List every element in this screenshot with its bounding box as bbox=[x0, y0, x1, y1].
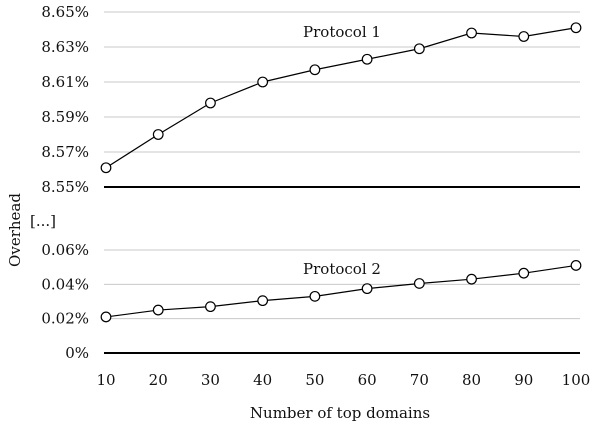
x-tick-label: 40 bbox=[253, 371, 272, 389]
x-tick-label: 60 bbox=[358, 371, 377, 389]
series-annotations: Protocol 1 Protocol 2 bbox=[303, 23, 381, 278]
data-point bbox=[152, 304, 164, 316]
y-tick-label: 8.59% bbox=[41, 108, 89, 126]
data-point bbox=[309, 290, 321, 302]
series-lines bbox=[100, 22, 582, 323]
y-tick-label: 8.55% bbox=[41, 178, 89, 196]
x-tick-label: 10 bbox=[96, 371, 115, 389]
data-point bbox=[466, 273, 477, 285]
data-point bbox=[570, 22, 582, 34]
data-point bbox=[205, 301, 216, 313]
data-point bbox=[152, 129, 164, 140]
data-point bbox=[413, 43, 425, 55]
series-line-protocol-1 bbox=[105, 27, 577, 169]
data-point bbox=[257, 76, 269, 88]
x-tick-label: 50 bbox=[305, 371, 324, 389]
x-tick-label: 70 bbox=[410, 371, 429, 389]
tick-labels: 8.55% 8.57% 8.59% 8.61% 8.63% 8.65% 0% 0.02% 0.0… bbox=[41, 3, 590, 389]
y-tick-label: 0.04% bbox=[41, 275, 89, 293]
data-point bbox=[100, 311, 112, 323]
data-point bbox=[518, 31, 530, 42]
data-point bbox=[518, 267, 530, 279]
x-tick-label: 90 bbox=[514, 371, 533, 389]
axis-break-label: [...] bbox=[30, 212, 56, 230]
data-point bbox=[309, 64, 321, 76]
data-point bbox=[361, 53, 373, 65]
x-tick-label: 80 bbox=[462, 371, 481, 389]
x-tick-label: 30 bbox=[201, 371, 220, 389]
y-tick-label: 8.61% bbox=[41, 73, 89, 91]
y-tick-label: 8.63% bbox=[41, 38, 89, 56]
data-point bbox=[361, 283, 373, 295]
baselines bbox=[104, 186, 580, 354]
series-line-protocol-2 bbox=[105, 264, 577, 318]
y-tick-label: 0% bbox=[65, 344, 89, 362]
series-label: Protocol 2 bbox=[303, 260, 381, 278]
x-tick-label: 20 bbox=[149, 371, 168, 389]
data-point bbox=[466, 27, 477, 39]
data-point bbox=[100, 162, 112, 174]
data-point bbox=[205, 97, 216, 109]
x-axis-title: Number of top domains bbox=[250, 404, 430, 422]
y-axis-title: Overhead bbox=[6, 193, 24, 267]
y-tick-label: 8.57% bbox=[41, 143, 89, 161]
data-point bbox=[570, 260, 582, 271]
series-label: Protocol 1 bbox=[303, 23, 381, 41]
y-tick-label: 0.06% bbox=[41, 241, 89, 259]
y-tick-label: 0.02% bbox=[41, 310, 89, 328]
data-point bbox=[257, 295, 269, 307]
data-point bbox=[413, 278, 425, 289]
y-tick-label: 8.65% bbox=[41, 3, 89, 21]
x-tick-label: 100 bbox=[562, 371, 591, 389]
gridlines bbox=[104, 11, 580, 320]
